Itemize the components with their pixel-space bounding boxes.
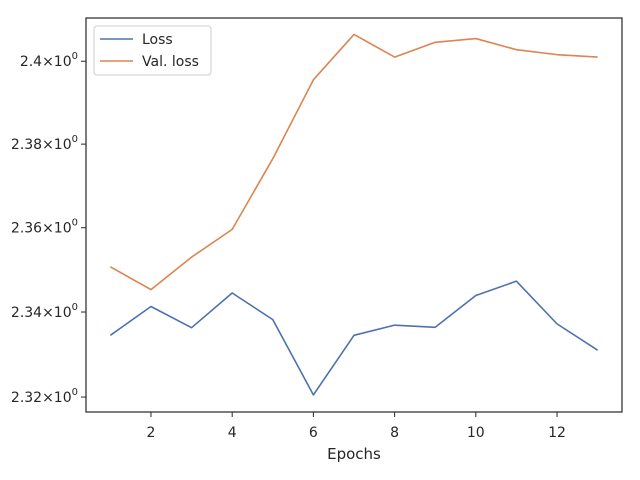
y-tick-label: 2.4×100 [20, 51, 78, 70]
x-tick-label: 10 [467, 425, 485, 441]
y-tick-mantissa: 2.32×10 [11, 390, 72, 406]
y-tick-mantissa: 2.4×10 [20, 54, 72, 70]
x-axis-ticks: 2 4 6 8 10 12 [147, 412, 566, 441]
series-layer [109, 33, 599, 396]
y-tick-label: 2.32×100 [11, 387, 78, 406]
y-tick-label: 2.34×100 [11, 302, 78, 321]
x-tick-label: 12 [548, 425, 566, 441]
series-line-loss [109, 280, 599, 396]
y-tick-exponent: 0 [72, 218, 78, 229]
legend-label: Loss [142, 32, 173, 48]
y-tick-label: 2.38×100 [11, 134, 78, 153]
x-tick-label: 8 [390, 425, 399, 441]
y-tick-mantissa: 2.38×10 [11, 137, 72, 153]
y-tick-mantissa: 2.36×10 [11, 221, 72, 237]
series-line-val-loss [109, 33, 598, 291]
y-tick-exponent: 0 [72, 134, 78, 145]
y-tick-exponent: 0 [72, 51, 78, 62]
y-tick-exponent: 0 [72, 302, 78, 313]
legend: Loss Val. loss [93, 25, 212, 76]
plot-area-frame [85, 17, 623, 413]
x-tick-label: 2 [147, 425, 156, 441]
x-tick-label: 6 [309, 425, 318, 441]
x-axis-label: Epochs [327, 445, 381, 463]
y-tick-mantissa: 2.34×10 [11, 305, 72, 321]
x-tick-label: 4 [228, 425, 237, 441]
y-tick-exponent: 0 [72, 387, 78, 398]
legend-label: Val. loss [142, 54, 199, 70]
y-tick-label: 2.36×100 [11, 218, 78, 237]
